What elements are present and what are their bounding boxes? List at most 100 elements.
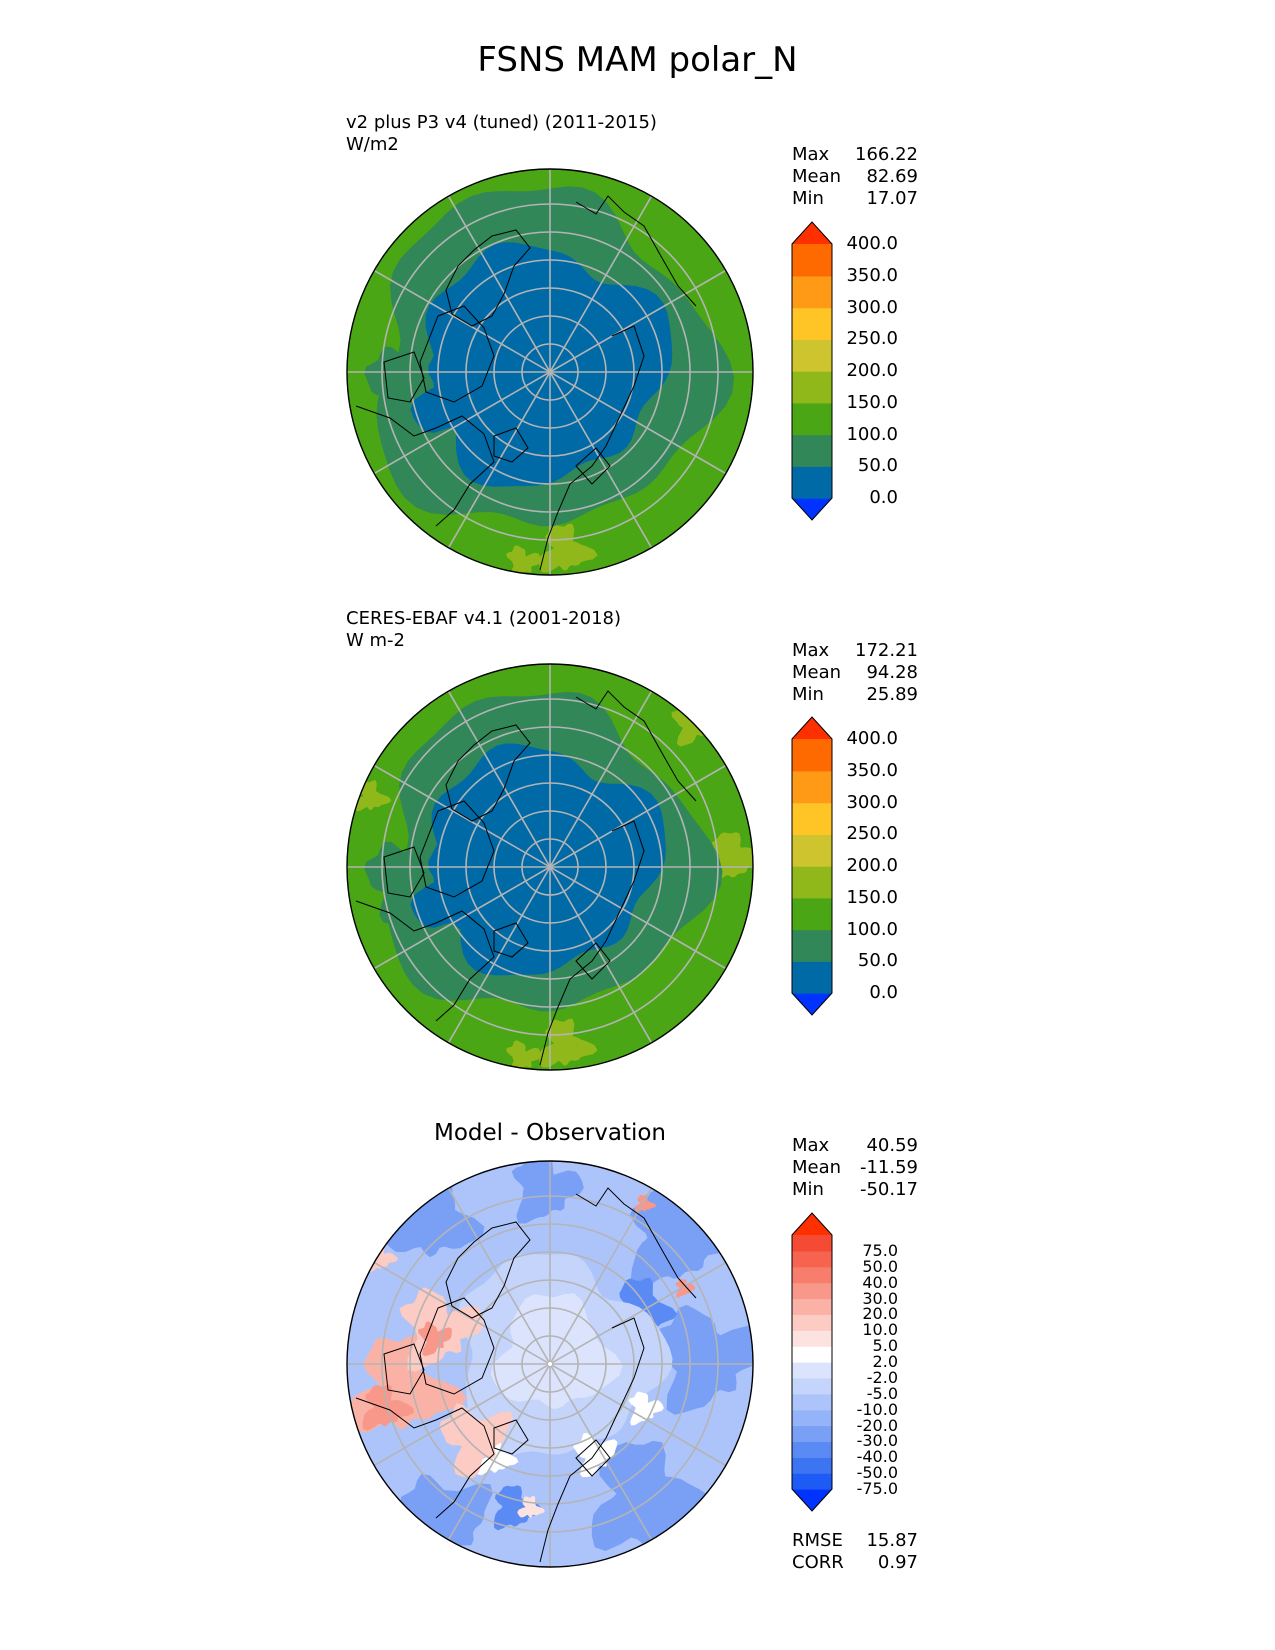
colorbar-segment (792, 961, 832, 994)
colorbar-tick-label: -2.0 (866, 1367, 898, 1387)
field-patch (538, 1018, 598, 1068)
colorbar-reference-labels: 0.0 50.0 100.0 150.0 200.0 250.0 300.0 350.0 400… (836, 717, 898, 1015)
colorbar-test-labels: 0.0 50.0 100.0 150.0 200.0 250.0 300.0 350.0 400… (836, 222, 898, 520)
stat-label: Min (792, 684, 824, 705)
map-boundary (346, 663, 754, 1071)
field-patch (538, 523, 598, 573)
stat-label: Max (792, 144, 830, 165)
field-patch (628, 1391, 664, 1426)
colorbar-tick-label: 100.0 (846, 918, 898, 940)
colorbar-segment (792, 1314, 832, 1331)
colorbar-tick-label: 250.0 (846, 823, 898, 845)
field-patch (709, 832, 753, 882)
panel-test-units: W/m2 (346, 134, 399, 155)
coastline (355, 405, 495, 527)
map-reference (346, 663, 754, 1071)
colorbar-segment (792, 929, 832, 962)
stat-label: Min (792, 188, 824, 209)
colorbar-difference (791, 1212, 833, 1512)
map-test (346, 168, 754, 576)
coastline (575, 1439, 611, 1477)
colorbar-segment (792, 434, 832, 467)
colorbar-outline (791, 221, 833, 521)
colorbar-segment (792, 1235, 832, 1252)
stats-reference: Max 172.21 Mean 94.28 Min 25.89 (792, 640, 918, 706)
coastline (539, 325, 645, 571)
coastline (539, 1317, 645, 1563)
colorbar-segment (792, 1282, 832, 1300)
colorbar-tick-label: 200.0 (846, 855, 898, 876)
colorbar-tick-label: -30.0 (856, 1431, 898, 1451)
coastline (445, 1221, 531, 1319)
colorbar-segment (792, 1377, 832, 1395)
colorbar-segment (792, 244, 832, 277)
stat-value: 94.28 (866, 662, 918, 683)
stat-value: -50.17 (859, 1179, 918, 1200)
colorbar-tick-label: 0.0 (869, 982, 898, 1003)
metric-value: 0.97 (877, 1552, 918, 1573)
field-patch (511, 1161, 584, 1224)
colorbar-outline (791, 1212, 833, 1512)
colorbar-tick-label: -5.0 (866, 1383, 898, 1403)
field-patch (439, 1403, 513, 1478)
colorbar-tick-label: -75.0 (856, 1479, 898, 1498)
colorbar-tick-label: 30.0 (862, 1288, 898, 1308)
colorbar-tick-label: 2.0 (872, 1352, 898, 1371)
colorbar-segment (792, 371, 832, 404)
colorbar-tick-label: 50.0 (857, 950, 898, 972)
coastline (539, 820, 645, 1066)
colorbar-segment (792, 402, 832, 436)
colorbar-tick-label: 150.0 (846, 886, 898, 908)
coastline (575, 195, 697, 307)
colorbar-extend-top (792, 222, 832, 244)
colorbar-segment (792, 1298, 832, 1315)
colorbar-extend-top (792, 1213, 832, 1235)
coastline (575, 942, 611, 980)
colorbar-segment (792, 866, 832, 899)
field-patch (629, 1188, 736, 1289)
colorbar-segment (792, 307, 832, 340)
stat-label: Mean (792, 662, 842, 683)
stat-value: 82.69 (866, 166, 918, 187)
metrics-difference: RMSE 15.87 CORR 0.97 (792, 1530, 918, 1574)
stat-value: 172.21 (855, 640, 918, 661)
colorbar-tick-label: 10.0 (862, 1320, 898, 1340)
colorbar-segment (792, 1250, 832, 1268)
stat-label: Mean (792, 166, 842, 187)
stat-label: Max (792, 640, 830, 661)
panel-diff-title: Model - Observation (433, 1120, 667, 1146)
field-patch (573, 1432, 618, 1478)
meridian-line (447, 195, 653, 549)
colorbar-extend-top (792, 717, 832, 739)
colorbar-segment (792, 1362, 832, 1379)
panel-ref-title: CERES-EBAF v4.1 (2001-2018) (346, 608, 622, 629)
colorbar-extend-bottom (792, 993, 832, 1015)
stat-label: Mean (792, 1157, 842, 1178)
colorbar-segment (792, 1330, 832, 1347)
colorbar-segment (792, 339, 832, 372)
colorbar-tick-label: 400.0 (846, 233, 898, 254)
metric-label: RMSE (792, 1530, 843, 1551)
colorbar-tick-label: 5.0 (872, 1336, 898, 1356)
coastline (575, 447, 611, 485)
colorbar-tick-label: 50.0 (857, 455, 898, 477)
coastline (383, 351, 425, 403)
colorbar-tick-label: 250.0 (846, 328, 898, 350)
colorbar-tick-label: 40.0 (862, 1272, 898, 1292)
colorbar-tick-label: -40.0 (856, 1447, 898, 1467)
colorbar-segment (792, 802, 832, 835)
map-boundary (346, 168, 754, 576)
coastline (355, 900, 495, 1022)
stats-test: Max 166.22 Mean 82.69 Min 17.07 (792, 144, 918, 210)
coastline (445, 229, 531, 327)
panel-test-title: v2 plus P3 v4 (tuned) (2011-2015) (346, 112, 657, 133)
colorbar-segment (792, 1346, 832, 1363)
map-difference (346, 1160, 754, 1568)
metric-label: CORR (792, 1552, 844, 1573)
colorbar-segment (792, 1457, 832, 1474)
coastline (575, 690, 697, 802)
coastline (575, 1187, 697, 1299)
stats-difference: Max 40.59 Mean -11.59 Min -50.17 (792, 1135, 918, 1201)
colorbar-tick-label: 400.0 (846, 728, 898, 749)
stat-value: 17.07 (866, 188, 918, 209)
